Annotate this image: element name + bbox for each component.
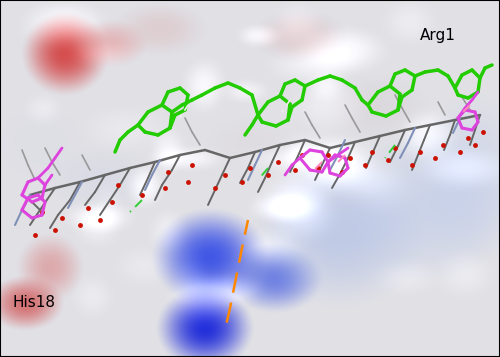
Text: Arg1: Arg1 [420,28,456,43]
Text: His18: His18 [12,295,55,310]
